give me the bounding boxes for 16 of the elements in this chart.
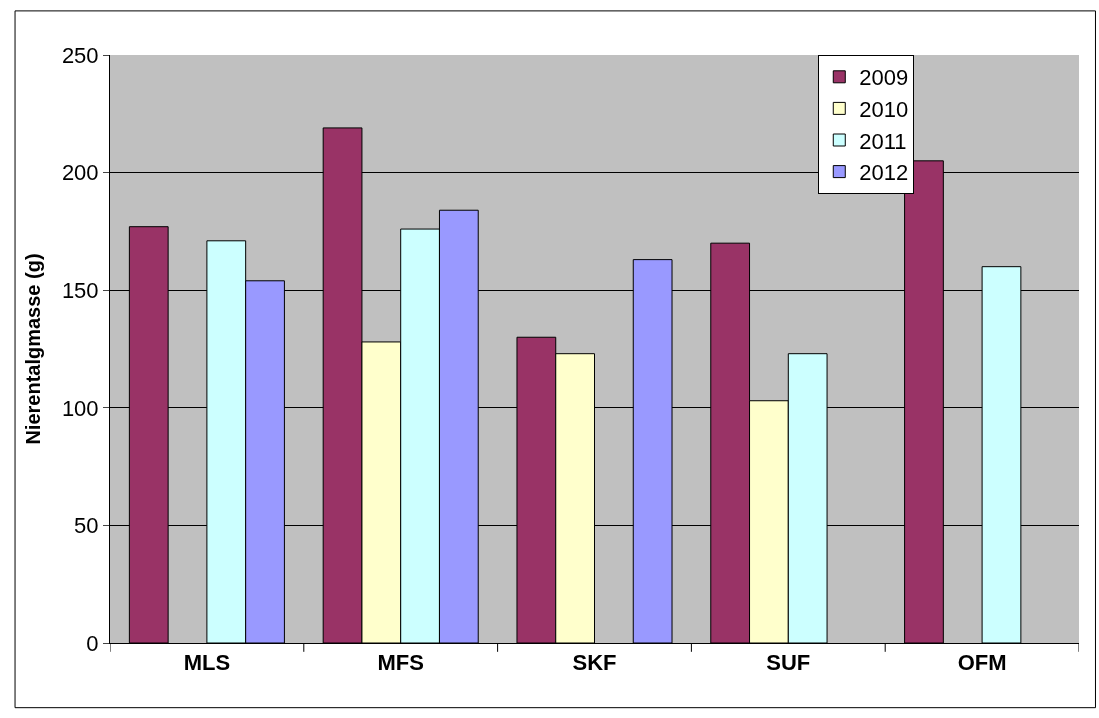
x-tick-label: SUF [766, 650, 811, 676]
legend-label: 2011 [859, 128, 907, 154]
y-tick-label: 250 [61, 42, 99, 68]
legend-label: 2009 [859, 65, 909, 91]
y-tick-label: 50 [74, 513, 99, 539]
x-tick-label: OFM [957, 650, 1007, 676]
y-tick-label: 0 [86, 630, 99, 656]
x-tick-label: SKF [572, 650, 617, 676]
x-tick-label: MFS [377, 650, 424, 676]
y-tick-label: 200 [61, 160, 99, 186]
legend-label: 2010 [859, 96, 909, 122]
x-tick-label: MLS [183, 650, 231, 676]
y-tick-label: 150 [61, 277, 99, 303]
y-axis-title: Nierentalgmasse (g) [22, 253, 45, 445]
legend-label: 2012 [859, 160, 909, 186]
y-tick-label: 100 [61, 395, 99, 421]
